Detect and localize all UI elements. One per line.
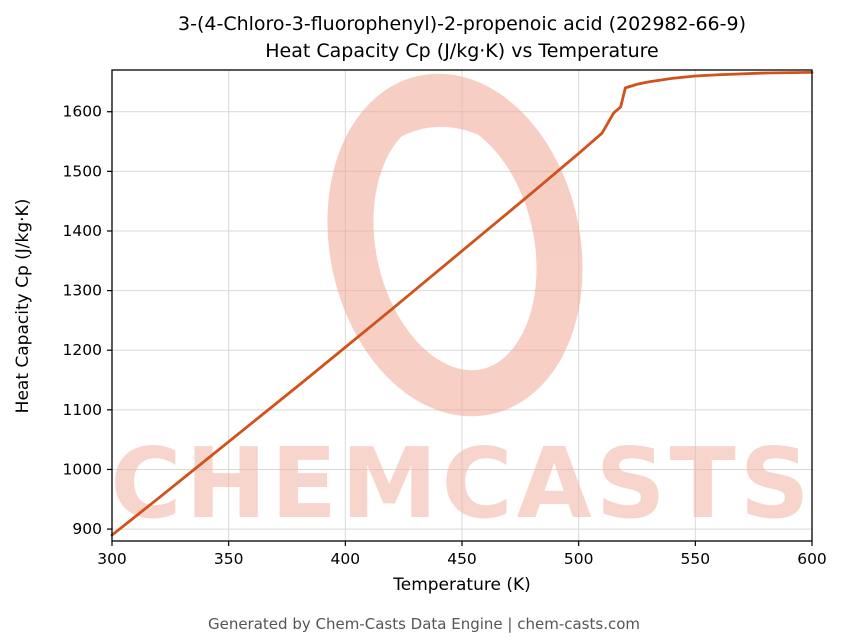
x-tick-label: 400 xyxy=(331,550,361,568)
y-axis-label: Heat Capacity Cp (J/kg·K) xyxy=(13,199,33,414)
chart-title-line1: 3-(4-Chloro-3-fluorophenyl)-2-propenoic … xyxy=(178,13,746,35)
x-tick-label: 300 xyxy=(97,550,127,568)
x-tick-label: 550 xyxy=(681,550,711,568)
plot-area: CHEMCASTS 300 350 400 450 500 550 600 900 1000 110… xyxy=(63,69,827,568)
y-tick-label: 1600 xyxy=(63,103,102,121)
y-tick-label: 1400 xyxy=(63,222,102,240)
x-tick-label: 450 xyxy=(447,550,477,568)
x-axis-label: Temperature (K) xyxy=(392,575,531,595)
chart-title-line2: Heat Capacity Cp (J/kg·K) vs Temperature xyxy=(265,40,659,62)
watermark-text: CHEMCASTS xyxy=(110,427,813,540)
y-tick-label: 1100 xyxy=(63,401,102,419)
y-tick-label: 900 xyxy=(72,520,102,538)
data-line-heat-capacity xyxy=(110,70,814,537)
y-tick-label: 1500 xyxy=(63,162,102,180)
y-tick-label: 1300 xyxy=(63,282,102,300)
watermark-ring xyxy=(327,73,583,417)
x-tick-label: 350 xyxy=(214,550,244,568)
watermark-logo xyxy=(327,73,583,417)
watermark-ring-accent xyxy=(354,100,541,166)
x-tick-label: 600 xyxy=(797,550,827,568)
y-tick-label: 1000 xyxy=(63,460,102,478)
footer-credit: Generated by Chem-Casts Data Engine | ch… xyxy=(208,615,640,633)
y-tick-label: 1200 xyxy=(63,341,102,359)
x-tick-label: 500 xyxy=(564,550,594,568)
